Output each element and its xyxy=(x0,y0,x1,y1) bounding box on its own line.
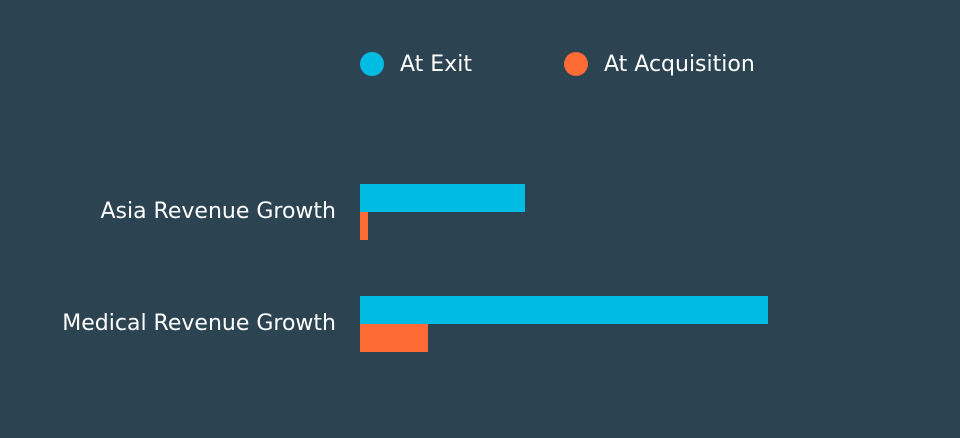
legend-swatch xyxy=(564,52,588,76)
bar xyxy=(360,212,368,240)
bar xyxy=(360,296,768,324)
legend-label: At Exit xyxy=(400,52,472,77)
bar xyxy=(360,324,428,352)
legend-swatch xyxy=(360,52,384,76)
y-tick-label: Asia Revenue Growth xyxy=(100,199,336,224)
bar xyxy=(360,184,525,212)
y-tick-label: Medical Revenue Growth xyxy=(62,311,336,336)
legend-label: At Acquisition xyxy=(604,52,755,77)
